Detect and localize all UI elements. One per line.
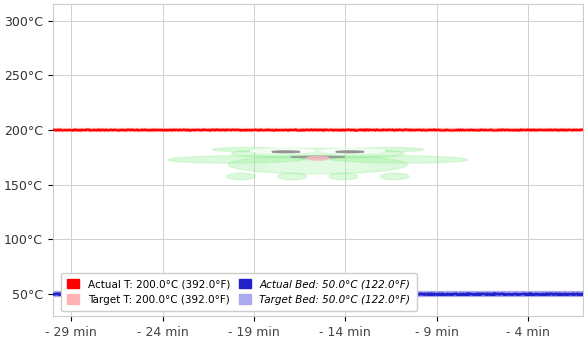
Circle shape (231, 148, 404, 158)
Ellipse shape (266, 161, 369, 173)
Ellipse shape (329, 173, 358, 180)
Ellipse shape (168, 156, 305, 163)
Ellipse shape (227, 173, 255, 180)
Wedge shape (291, 156, 345, 158)
Circle shape (251, 149, 315, 153)
Circle shape (272, 151, 300, 153)
Circle shape (212, 147, 283, 152)
Ellipse shape (330, 156, 467, 163)
Ellipse shape (228, 155, 407, 174)
Legend: Actual T: 200.0°C (392.0°F), Target T: 200.0°C (392.0°F), Actual Bed: 50.0°C (12: Actual T: 200.0°C (392.0°F), Target T: 2… (60, 273, 417, 311)
Circle shape (353, 147, 423, 152)
Ellipse shape (306, 156, 329, 160)
Circle shape (321, 149, 385, 153)
Ellipse shape (278, 173, 306, 180)
Circle shape (336, 151, 364, 153)
Ellipse shape (380, 173, 409, 180)
